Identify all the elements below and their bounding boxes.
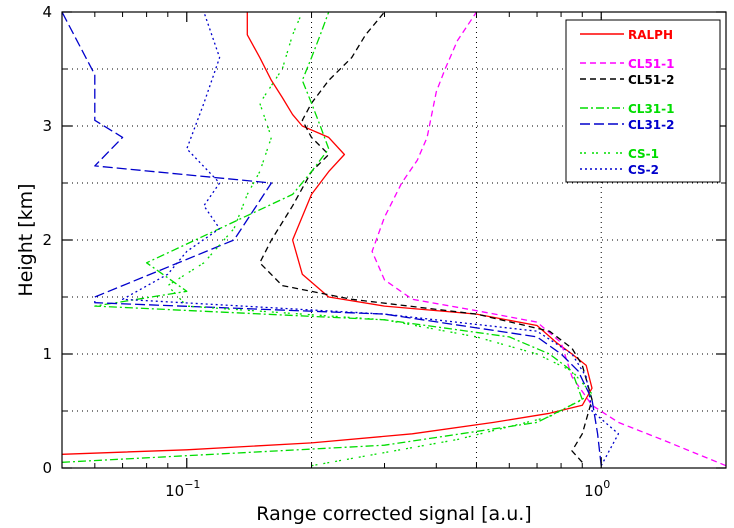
legend-label-ralph: RALPH <box>628 28 673 42</box>
y-tick-label-3: 3 <box>42 117 52 135</box>
y-tick-label-2: 2 <box>42 231 52 249</box>
series-line-ralph <box>61 12 593 455</box>
series-line-cl51-1 <box>371 11 727 467</box>
series-line-cs-1 <box>167 11 593 467</box>
legend-label-cl31-1: CL31-1 <box>628 102 674 116</box>
series-line-cs-2 <box>121 11 620 467</box>
legend-box <box>565 19 721 183</box>
y-tick-label-4: 4 <box>42 3 52 21</box>
legend-label-cs-1: CS-1 <box>628 147 659 161</box>
series-line-cl51-2 <box>259 11 593 463</box>
legend-label-cs-2: CS-2 <box>628 163 659 177</box>
legend-label-cl51-2: CL51-2 <box>628 73 674 87</box>
legend: RALPH CL51-1 CL51-2 CL31-1 CL31-2 CS-1 CS-2 <box>565 19 721 183</box>
legend-label-cl51-1: CL51-1 <box>628 57 674 71</box>
y-tick-label-1: 1 <box>42 345 52 363</box>
y-axis-title: Height [km] <box>15 183 37 296</box>
y-tick-label-0: 0 <box>42 459 52 477</box>
series-lines <box>61 11 727 467</box>
series-line-cl31-2 <box>61 11 602 466</box>
series-line-cl31-1 <box>61 11 583 463</box>
x-tick-label-0: 10−1 <box>165 478 200 500</box>
x-tick-label-1: 100 <box>584 478 610 500</box>
x-axis-title: Range corrected signal [a.u.] <box>256 503 531 525</box>
legend-label-cl31-2: CL31-2 <box>628 118 674 132</box>
